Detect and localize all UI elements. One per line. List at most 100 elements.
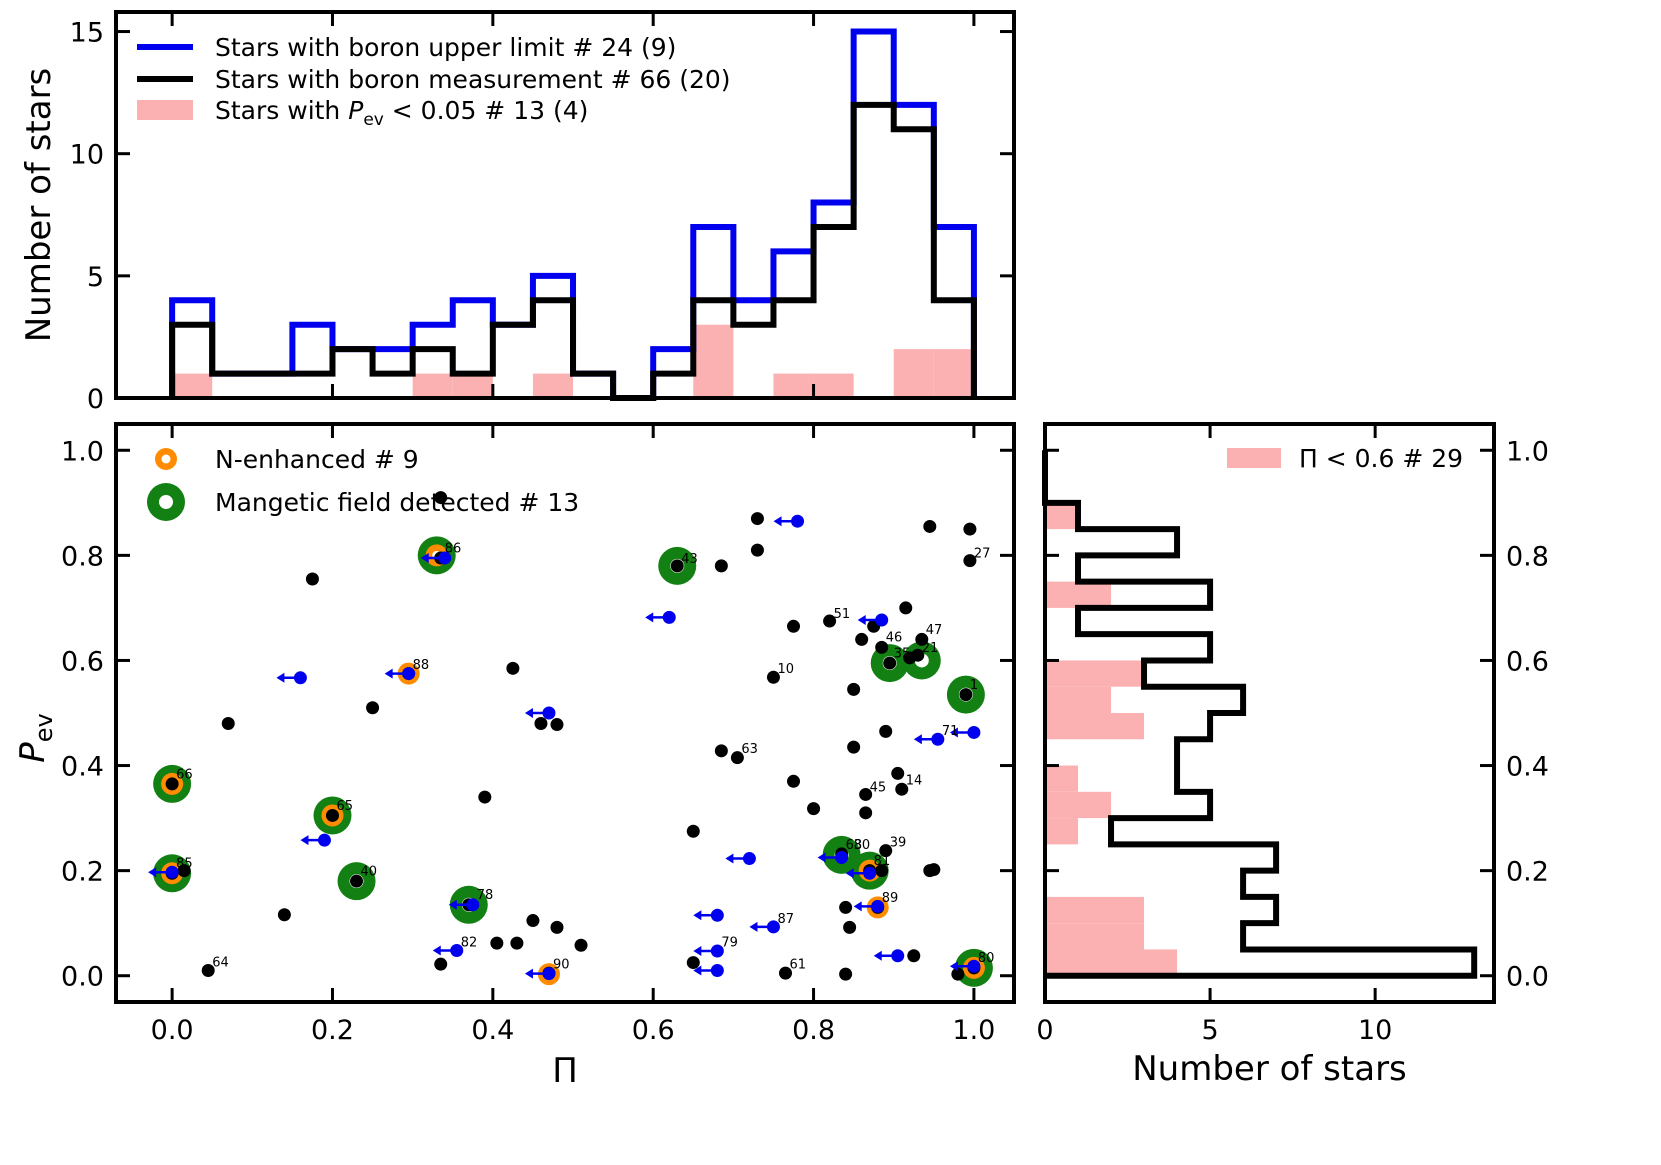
scatter-legend: N-enhanced # 9 Mangetic field detected # … [147,445,579,521]
legend-pink-symbol: P [348,96,364,125]
scatter-ytick-label: 0.0 [61,962,104,993]
boron-upper-limit-point [293,671,307,685]
upper-limit-arrow-head [300,835,309,846]
star-id-label: 68 [846,838,863,853]
right-xlabel: Number of stars [1132,1049,1407,1089]
upper-limit-arrow-head [853,901,862,912]
pink-hbar [1045,896,1145,924]
legend-swatch-pink [137,100,193,120]
boron-upper-limit-point [710,908,724,922]
scatter-ytick-label: 0.4 [61,752,104,783]
boron-measurement-point [366,701,380,715]
scatter-xlabel: Π [552,1051,578,1091]
boron-upper-limit-point [766,920,780,934]
legend-label-pink: Stars with Pev < 0.05 # 13 (4) [215,96,588,130]
upper-limit-arrow-head [148,867,157,878]
scatter-ylabel-symbol: P [13,742,53,763]
boron-measurement-point [823,614,837,628]
upper-limit-arrow-head [949,961,958,972]
right-histogram-panel: 0 5 10 0.0 0.2 0.4 0.6 0.8 1.0 Number of stars Π <… [1036,422,1549,1089]
star-id-label: 40 [361,865,378,880]
boron-measurement-point [963,522,977,536]
boron-measurement-point [778,966,792,980]
star-id-label: 14 [906,774,923,789]
star-id-label: 10 [777,662,794,677]
legend-marker-magnetic-center [159,495,173,509]
star-id-label: 65 [336,799,353,814]
right-ytick-label: 0.0 [1506,962,1549,993]
star-id-label: 61 [789,958,806,973]
star-id-label: 80 [978,951,995,966]
pink-hbar [1045,502,1079,530]
pink-hbar [1045,660,1145,687]
legend-pink-post: < 0.05 # 13 (4) [384,96,589,125]
boron-measurement-point [907,949,921,963]
boron-measurement-point [510,936,524,950]
boron-measurement-point [277,908,291,922]
star-id-label: 89 [882,891,899,906]
upper-limit-arrow-head [524,708,533,718]
boron-measurement-point [807,802,821,816]
boron-measurement-point [670,559,684,573]
scatter-xtick-label: 0.0 [151,1015,194,1046]
right-plot-frame [1043,422,1496,1004]
boron-upper-limit-point [466,898,480,912]
boron-measurement-point [859,806,873,820]
pink-bar [813,373,854,398]
boron-upper-limit-point [438,551,452,565]
boron-upper-limit-point [710,963,724,977]
boron-upper-limit-point [791,514,805,528]
upper-limit-arrow-head [448,899,457,910]
star-id-label: 90 [553,958,570,973]
top-histogram-panel: 0 5 10 15 Number of stars Stars with boron up… [19,10,1016,415]
boron-measurement-point [959,688,973,702]
star-id-label: 21 [922,641,939,656]
boron-measurement-point [915,632,929,646]
boron-measurement-point [478,790,492,804]
boron-measurement-point [350,874,364,888]
star-id-label: 51 [834,607,851,622]
scatter-xtick-label: 0.6 [632,1015,675,1046]
right-xtick-label: 5 [1201,1015,1218,1046]
boron-measurement-point [526,914,540,928]
star-id-label: 66 [176,767,193,782]
boron-measurement-point [325,808,339,822]
boron-upper-limit-point [875,613,889,627]
legend-swatch-pi [1227,448,1281,468]
boron-measurement-point [550,718,564,732]
boron-measurement-point [534,717,548,731]
upper-limit-arrow-head [725,853,734,864]
boron-measurement-point [506,661,520,675]
boron-measurement-point [177,864,191,878]
star-id-label: 71 [942,724,959,739]
boron-measurement-point [730,751,744,765]
boron-upper-limit-point [450,944,464,958]
scatter-ytick-label: 0.8 [61,541,104,572]
boron-measurement-point [686,956,700,970]
boron-measurement-point [434,957,448,971]
boron-measurement-point [750,512,764,526]
scatter-xtick-label: 0.4 [471,1015,514,1046]
upper-limit-arrow-head [645,612,654,623]
upper-limit-arrow-head [420,552,429,563]
scatter-ytick-label: 1.0 [61,436,104,467]
top-ylabel: Number of stars [19,68,59,343]
boron-measurement-point [895,782,909,796]
boron-measurement-point [750,543,764,557]
pink-bar [452,373,493,398]
upper-limit-arrow-head [817,852,826,863]
star-id-label: 35 [894,646,911,661]
top-ytick-label: 15 [70,18,104,49]
boron-measurement-point [766,670,780,684]
boron-upper-limit-point [863,866,877,880]
star-id-label: 43 [681,552,698,567]
upper-limit-arrow-head [693,946,702,957]
upper-limit-arrow-head [524,968,533,979]
top-ytick-label: 5 [87,262,104,293]
boron-upper-limit-point [742,852,756,866]
right-ytick-label: 0.4 [1506,752,1549,783]
pink-hbar [1045,686,1112,713]
upper-limit-arrow-head [693,910,702,921]
top-ytick-label: 0 [87,384,104,415]
